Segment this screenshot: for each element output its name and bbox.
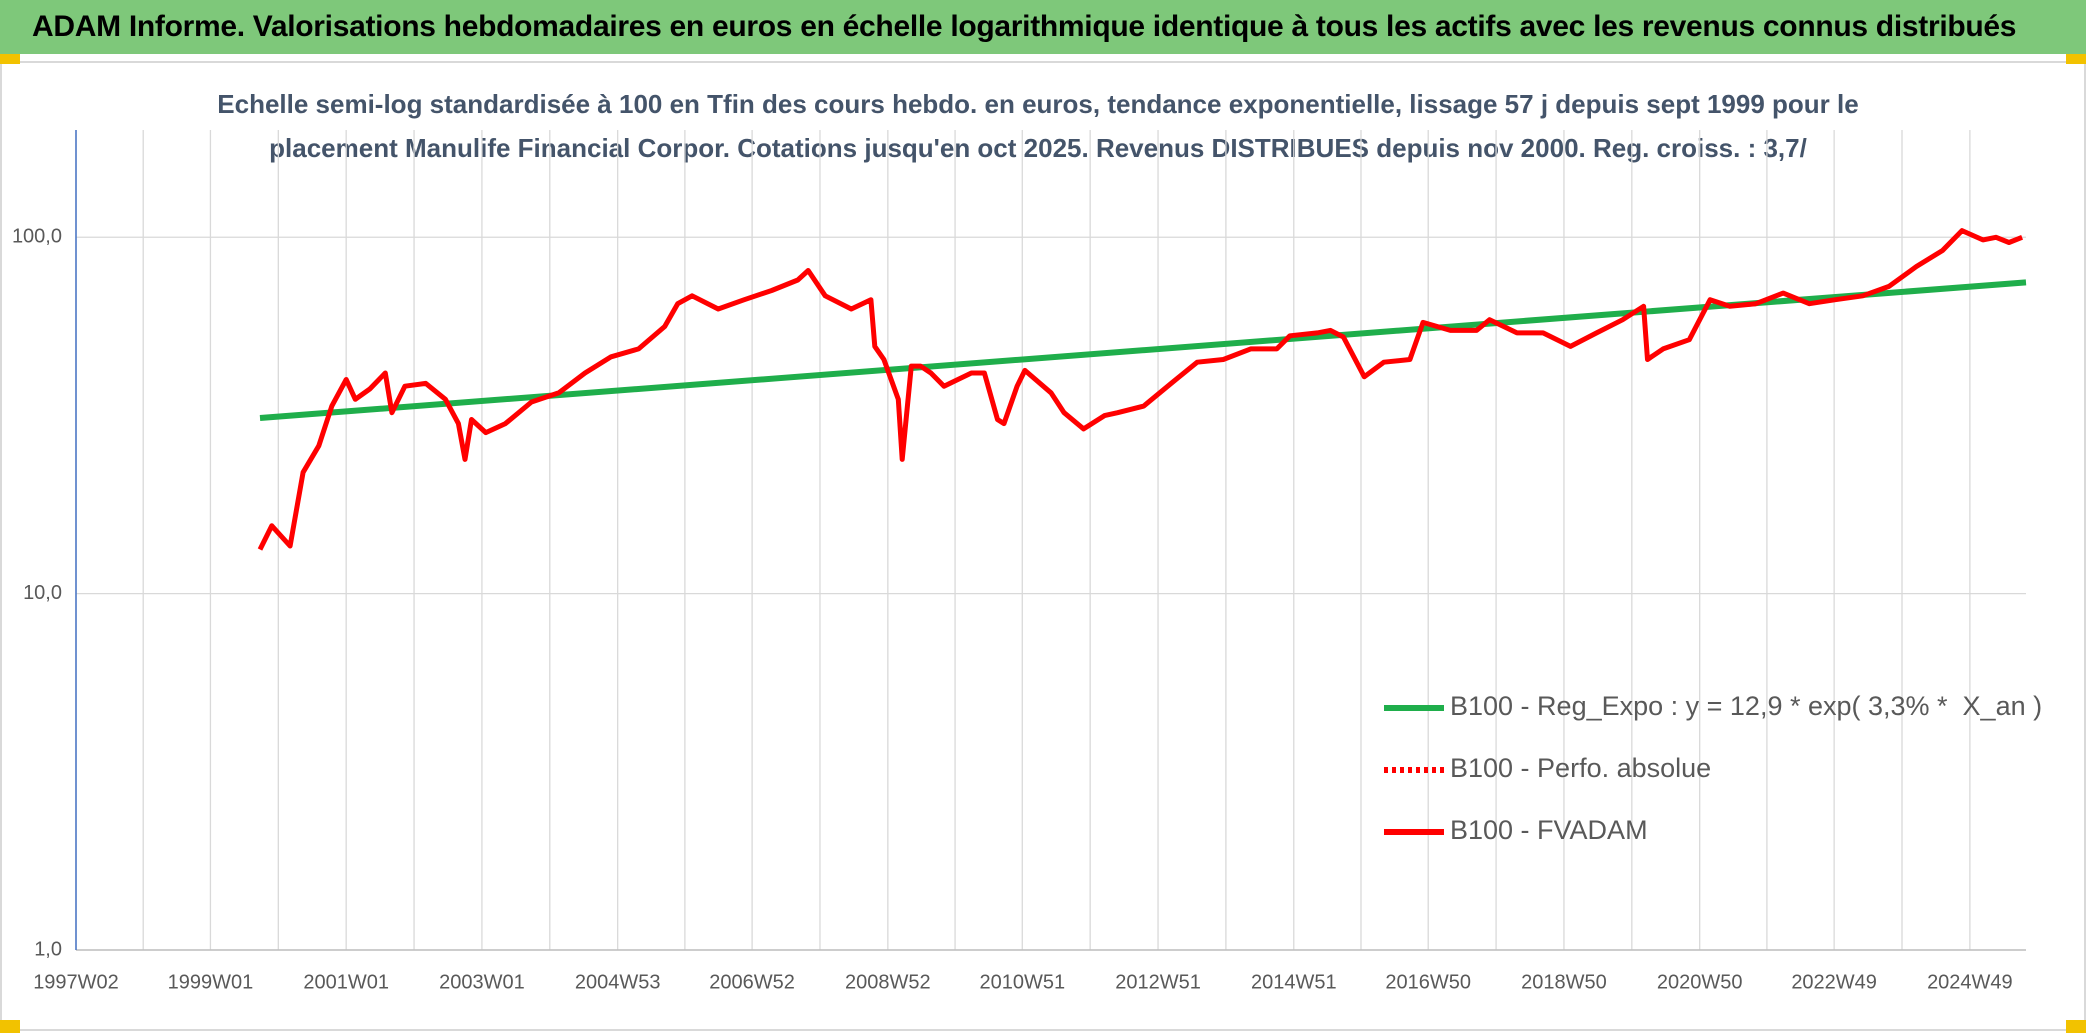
data-line (257, 228, 2024, 551)
x-tick-label: 1997W02 (33, 971, 119, 993)
x-tick-label: 2020W50 (1657, 971, 1743, 993)
y-tick-label: 100,0 (12, 226, 62, 248)
y-tick-label: 1,0 (34, 938, 62, 960)
legend-label: B100 - Perfo. absolue (1450, 753, 1711, 783)
header-bar: ADAM Informe. Valorisations hebdomadaire… (0, 0, 2086, 54)
corner-mark (2066, 54, 2086, 64)
x-tick-label: 2016W50 (1385, 971, 1471, 993)
y-tick-label: 10,0 (23, 582, 62, 604)
x-tick-label: 2003W01 (439, 971, 525, 993)
x-tick-label: 2022W49 (1791, 971, 1877, 993)
legend-label: B100 - Reg_Expo : y = 12,9 * exp( 3,3% *… (1450, 691, 2042, 721)
corner-mark (0, 1020, 20, 1033)
chart-title: ADAM Informe. Valorisations hebdomadaire… (32, 10, 2017, 43)
x-tick-label: 2008W52 (845, 971, 931, 993)
corner-mark (0, 54, 20, 64)
x-tick-label: 2012W51 (1115, 971, 1201, 993)
x-tick-label: 1999W01 (168, 971, 254, 993)
chart-subtitle: placement Manulife Financial Corpor. Cot… (269, 133, 1807, 163)
x-tick-label: 2004W53 (575, 971, 661, 993)
x-tick-label: 2018W50 (1521, 971, 1607, 993)
chart-subtitle: Echelle semi-log standardisée à 100 en T… (217, 89, 1858, 119)
x-tick-label: 2006W52 (709, 971, 795, 993)
x-tick-label: 2001W01 (303, 971, 389, 993)
x-tick-label: 2010W51 (979, 971, 1065, 993)
corner-mark (2066, 1020, 2086, 1033)
x-tick-label: 2024W49 (1927, 971, 2013, 993)
x-tick-label: 2014W51 (1251, 971, 1337, 993)
legend-label: B100 - FVADAM (1450, 815, 1648, 845)
chart-frame (0, 61, 2086, 1031)
